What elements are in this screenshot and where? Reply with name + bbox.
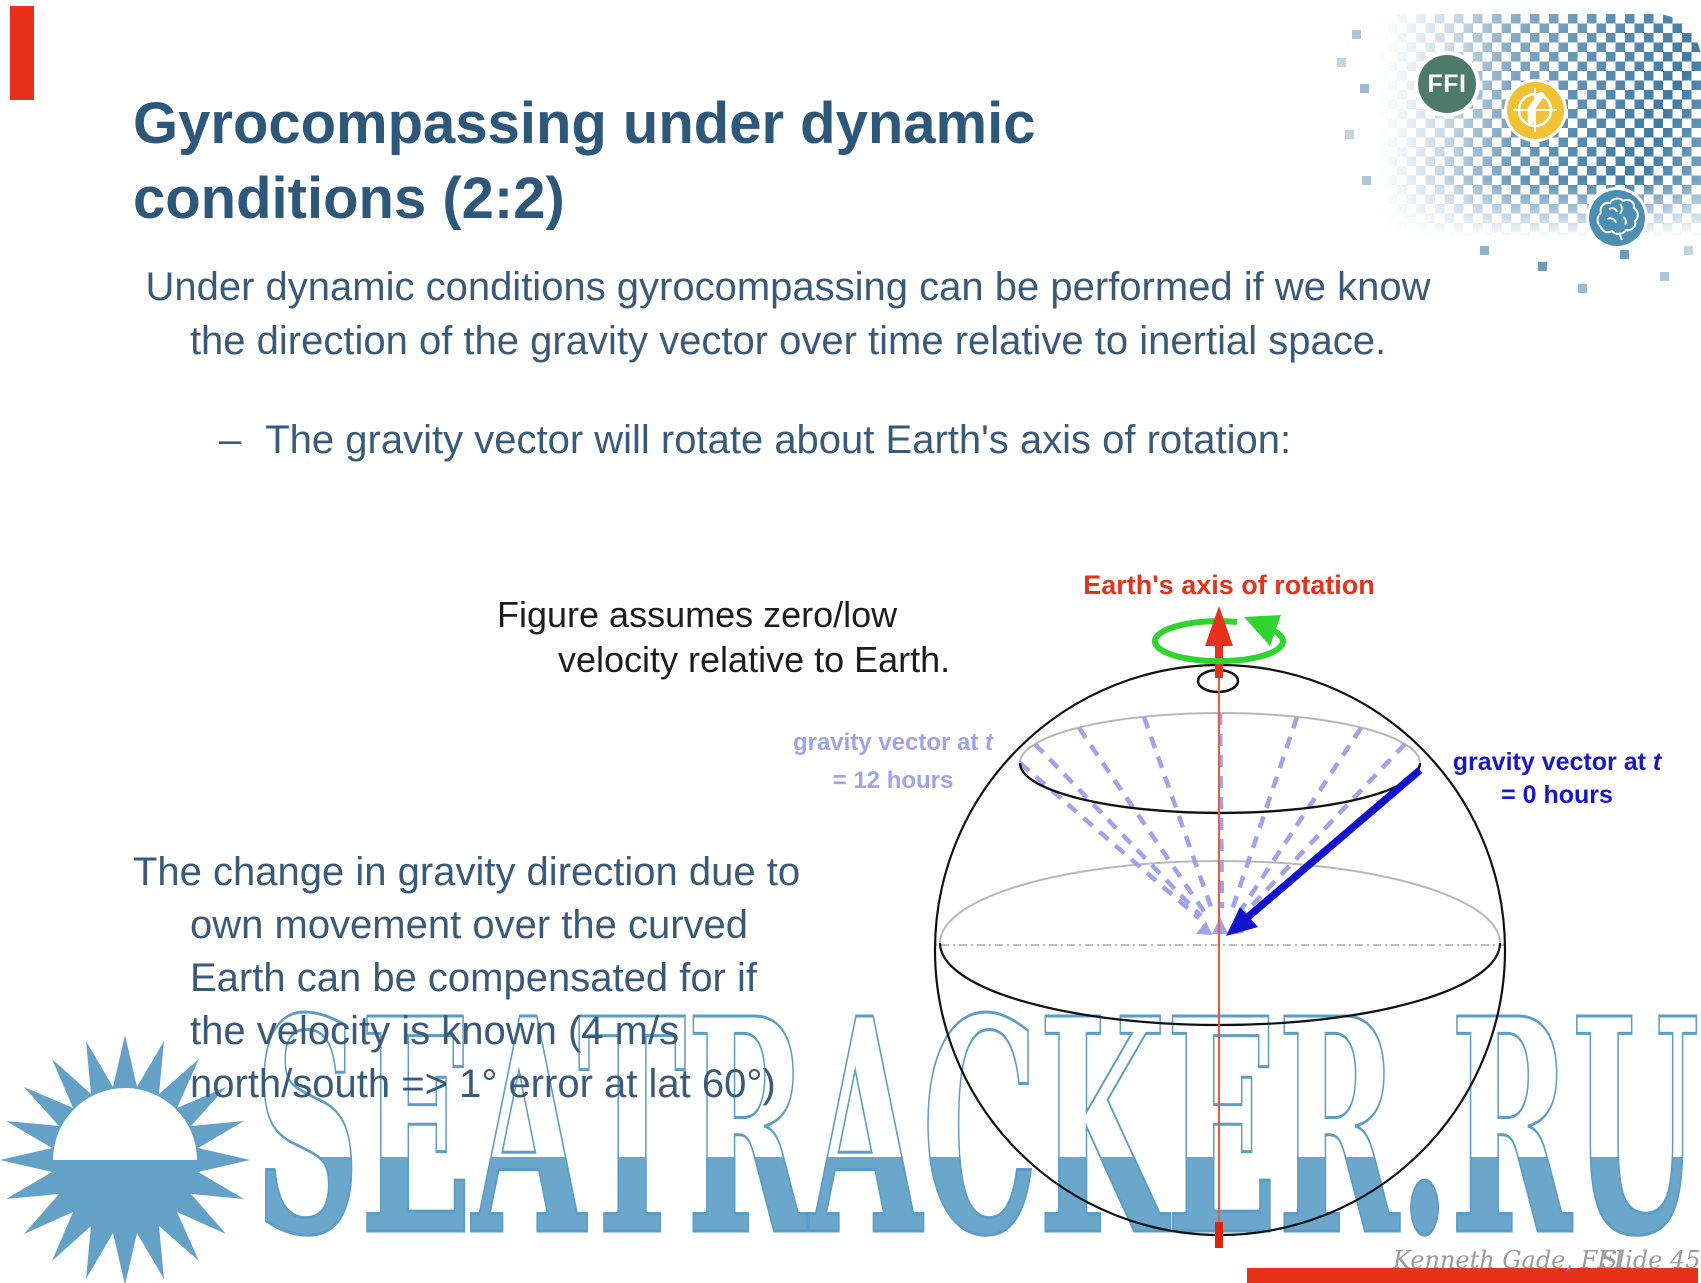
axis-arrow-head	[1205, 606, 1233, 646]
gravity-vector-dashed	[1141, 716, 1215, 911]
t0-label-prefix: gravity vector at	[1452, 748, 1653, 776]
compensation-paragraph: The change in gravity direction due to o…	[133, 846, 800, 1111]
figure-note-line1: Figure assumes zero/low	[497, 594, 898, 635]
left-block-line2: own movement over the curved	[190, 903, 749, 947]
periscope-globe-icon	[1507, 82, 1564, 139]
mosaic-fragment	[1362, 176, 1371, 185]
gravity-vector-t12-label: gravity vector at t = 12 hours	[753, 724, 1033, 800]
north-pole-circle	[1196, 668, 1240, 694]
ffi-logo-label: FFI	[1427, 69, 1467, 98]
brain-icon	[1589, 190, 1645, 246]
earth-axis-label: Earth's axis of rotation	[1083, 570, 1375, 600]
footer-slide-number: Slide 45	[1601, 1246, 1701, 1274]
t12-label-line2: = 12 hours	[832, 767, 954, 794]
mosaic-fragment	[1578, 284, 1587, 293]
gravity-vector-dashed	[1229, 716, 1300, 911]
left-block-line1: The change in gravity direction due to	[133, 850, 801, 894]
mosaic-fragment	[1345, 130, 1354, 139]
gravity-vector-dashed	[1018, 761, 1201, 920]
red-accent-bar-bottom-right	[1247, 1268, 1698, 1283]
cone-rim-front-arc	[1018, 762, 1422, 815]
t0-label-line2: = 0 hours	[1501, 781, 1613, 809]
gravity-vector-dashed	[1033, 742, 1203, 918]
cone-rim-back-arc	[1019, 712, 1421, 764]
mosaic-fragment	[1337, 58, 1346, 67]
equator-back-arc	[939, 860, 1501, 944]
rotation-arrow-head	[1244, 615, 1281, 646]
gravity-vector-dashed	[1217, 712, 1225, 909]
t12-label-prefix: gravity vector at	[792, 729, 986, 756]
sub-bullet: – The gravity vector will rotate about Ea…	[219, 418, 1291, 463]
axis-arrow-stem	[1215, 642, 1223, 678]
bullet-text: The gravity vector will rotate about Ear…	[265, 418, 1292, 462]
mosaic-fragment	[1684, 246, 1693, 255]
axis-bottom-end	[1215, 1222, 1223, 1248]
gravity-vector-cone	[1018, 712, 1407, 920]
cone-arrowhead-cluster	[1196, 917, 1244, 935]
page-title: Gyrocompassing under dynamic conditions …	[133, 86, 1233, 236]
red-accent-bar-top-left	[10, 6, 34, 100]
title-line1: Gyrocompassing under dynamic	[133, 91, 1036, 156]
gravity-vector-dashed	[1237, 726, 1363, 915]
rotation-arrow-arc	[1151, 618, 1286, 665]
t12-label-t: t	[985, 729, 994, 756]
mosaic-fragment	[1352, 30, 1361, 39]
gravity-vector-t0-head	[1226, 907, 1258, 936]
mosaic-fragment	[1620, 250, 1629, 259]
intro-paragraph: Under dynamic conditions gyrocompassing …	[133, 260, 1443, 368]
left-block-line5: north/south => 1° error at lat 60°)	[190, 1062, 776, 1106]
intro-line2: the direction of the gravity vector over…	[189, 319, 1387, 363]
t0-label-t: t	[1652, 748, 1662, 776]
figure-note-line2: velocity relative to Earth.	[558, 639, 951, 680]
mosaic-fragment	[1660, 272, 1669, 281]
ffi-logo: FFI	[1418, 55, 1476, 113]
mosaic-fragment	[1360, 84, 1369, 93]
gravity-vector-dashed	[1077, 726, 1207, 915]
intro-line1: Under dynamic conditions gyrocompassing …	[145, 265, 1431, 309]
gravity-vector-dashed	[1240, 742, 1407, 918]
equator-front-arc	[938, 942, 1502, 1027]
title-line2: conditions (2:2)	[133, 166, 565, 231]
left-block-line4: the velocity is known (4 m/s	[190, 1009, 680, 1053]
gravity-vector-t0-label: gravity vector at t = 0 hours	[1412, 746, 1701, 812]
left-block-line3: Earth can be compensated for if	[190, 956, 757, 1000]
footer-author: Kenneth Gade, FFI	[1393, 1246, 1624, 1274]
mosaic-fragment	[1538, 262, 1547, 271]
mosaic-fragment	[1480, 246, 1489, 255]
bullet-dash: –	[219, 418, 242, 462]
gravity-vector-t0	[1245, 767, 1423, 920]
